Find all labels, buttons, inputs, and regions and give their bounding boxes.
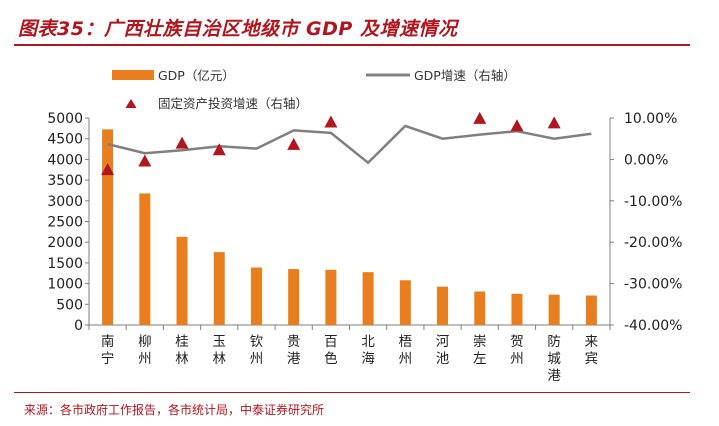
investment-marker	[547, 116, 561, 129]
gdp-bar	[437, 286, 449, 325]
investment-marker	[473, 111, 487, 124]
category-label: 钦州	[250, 334, 264, 367]
left-tick-label: 4000	[47, 152, 83, 168]
title-rule	[14, 44, 690, 46]
category-label: 南宁	[101, 334, 115, 367]
right-tick-label: -30.00%	[624, 277, 682, 293]
gdp-bar	[511, 293, 523, 325]
legend-marker-label: 固定资产投资增速（右轴）	[158, 96, 308, 111]
investment-marker	[510, 119, 524, 132]
gdp-bar	[399, 280, 411, 325]
gdp-bar	[474, 291, 486, 325]
right-tick-label: -40.00%	[624, 318, 682, 334]
left-tick-label: 500	[56, 297, 83, 313]
category-label: 柳州	[138, 334, 152, 367]
gdp-bar	[362, 272, 374, 325]
category-label: 梧州	[399, 334, 413, 367]
legend-marker-swatch	[125, 99, 137, 108]
category-label: 贵港	[287, 334, 301, 367]
source-rule	[14, 392, 690, 393]
gdp-growth-line	[107, 124, 592, 165]
gdp-bar	[213, 252, 225, 325]
category-label: 桂林	[175, 334, 189, 367]
left-tick-label: 1500	[47, 256, 83, 272]
category-label: 玉林	[213, 334, 227, 367]
gdp-bar	[102, 129, 114, 325]
investment-marker	[138, 154, 152, 167]
category-label: 崇左	[473, 334, 487, 367]
right-tick-label: -10.00%	[624, 194, 682, 210]
investment-marker	[287, 137, 301, 150]
legend-bar-swatch	[112, 70, 154, 80]
left-tick-label: 2000	[47, 235, 83, 251]
source-note: 来源：各市政府工作报告，各市统计局，中泰证券研究所	[24, 403, 325, 417]
gdp-bar	[176, 236, 188, 325]
gdp-bars	[102, 129, 597, 325]
left-tick-label: 4500	[47, 132, 83, 148]
category-label: 河池	[436, 334, 450, 367]
right-tick-label: 0.00%	[624, 152, 668, 168]
category-label: 北海	[361, 334, 375, 367]
chart-title: 图表35：广西壮族自治区地级市 GDP 及增速情况	[18, 18, 458, 40]
left-tick-label: 2500	[47, 215, 83, 231]
left-tick-label: 3000	[47, 194, 83, 210]
gdp-bar	[585, 295, 597, 325]
legend-line-label: GDP增速（右轴）	[414, 68, 516, 83]
category-label: 来宾	[585, 334, 599, 367]
tick-marks	[85, 117, 614, 330]
right-tick-label: 10.00%	[624, 111, 677, 127]
left-tick-label: 3500	[47, 173, 83, 189]
gdp-bar	[250, 267, 262, 325]
investment-marker	[324, 115, 338, 128]
category-label: 贺州	[510, 334, 524, 367]
gdp-bar	[325, 269, 337, 325]
left-tick-label: 0	[74, 318, 83, 334]
investment-marker	[212, 143, 226, 156]
gdp-bar	[548, 294, 560, 325]
legend: GDP（亿元） GDP增速（右轴） 固定资产投资增速（右轴）	[112, 68, 516, 111]
right-tick-label: -20.00%	[624, 235, 682, 251]
gdp-bar	[139, 193, 151, 325]
investment-markers	[101, 111, 561, 176]
legend-bar-label: GDP（亿元）	[158, 68, 235, 83]
gdp-bar	[288, 269, 300, 325]
left-tick-label: 5000	[47, 111, 83, 127]
left-tick-label: 1000	[47, 277, 83, 293]
category-label: 防城港	[547, 334, 561, 384]
investment-marker	[101, 163, 115, 176]
category-label: 百色	[324, 334, 338, 367]
investment-marker	[175, 136, 189, 149]
right-tick-labels: 10.00% 0.00% -10.00% -20.00% -30.00% -40.00%	[624, 111, 682, 334]
